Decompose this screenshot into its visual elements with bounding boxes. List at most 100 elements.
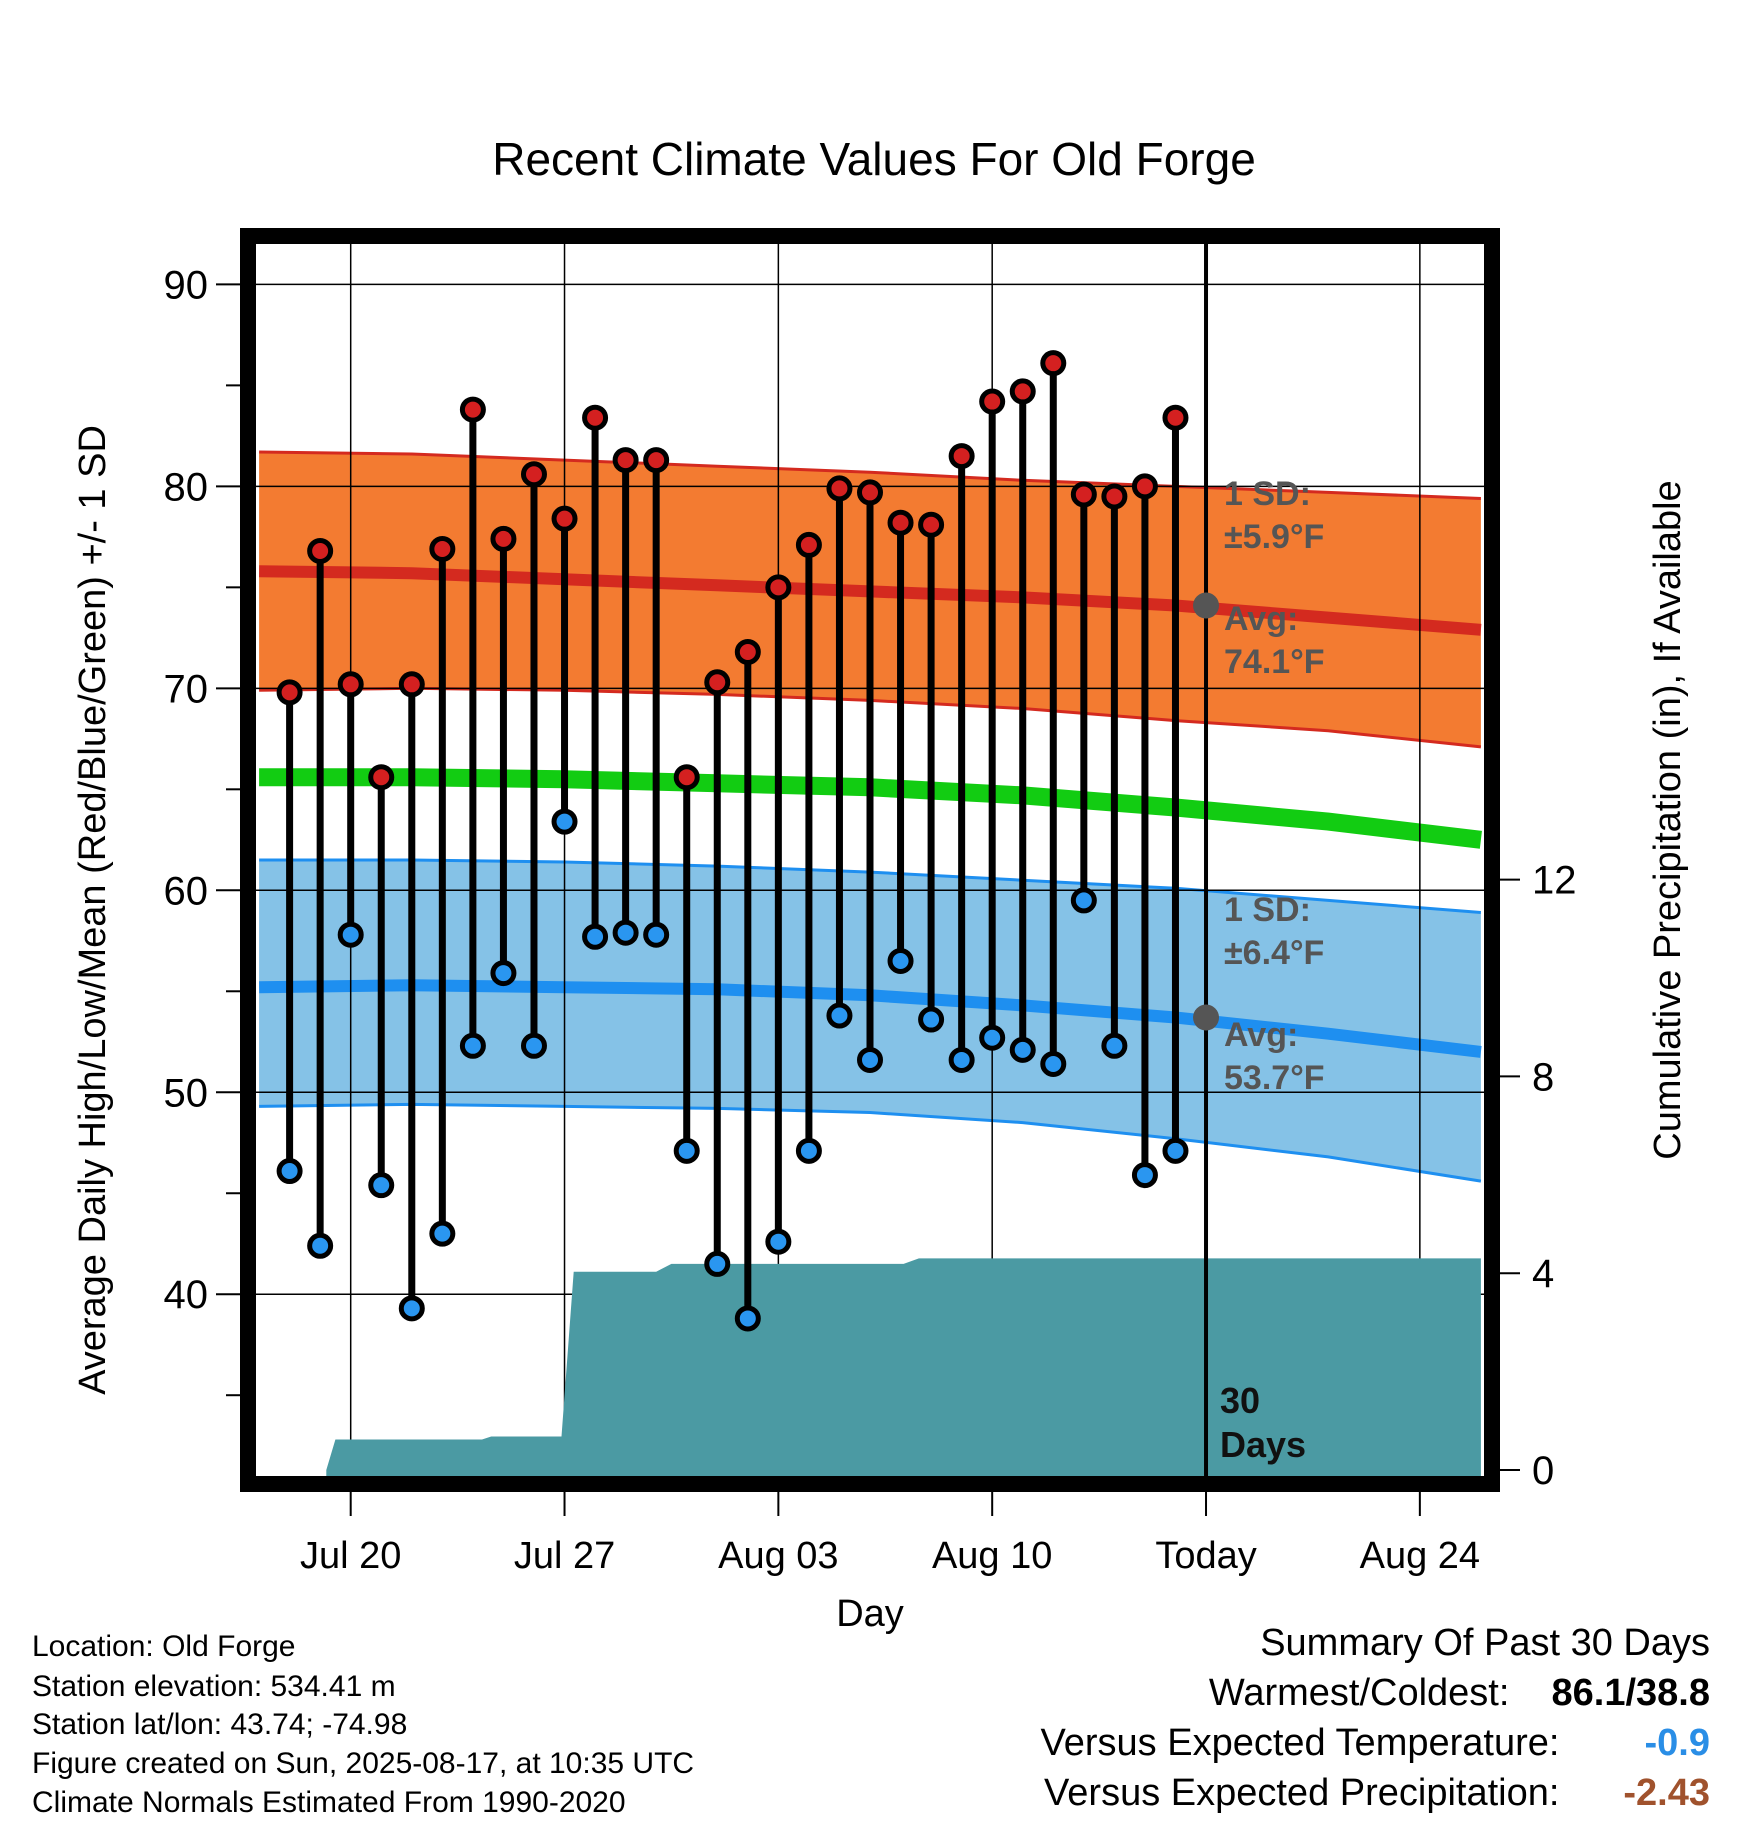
low-point [1101, 1032, 1128, 1059]
low-point [612, 919, 639, 946]
high-point [857, 479, 883, 506]
low-point [398, 1295, 425, 1322]
summary-heading: Summary Of Past 30 Days [1260, 1622, 1710, 1664]
high-avg-today-marker [1193, 592, 1220, 619]
y-tick-label: 70 [164, 667, 209, 711]
x-tick-label: Today [1155, 1535, 1256, 1577]
low-point [582, 923, 609, 950]
low-point [643, 921, 670, 948]
y2-tick-label: 0 [1532, 1449, 1554, 1493]
warmest-coldest-label: Warmest/Coldest: [1208, 1672, 1510, 1714]
high-point [582, 404, 609, 431]
low-point [1070, 887, 1097, 914]
warmest-coldest-value: 86.1/38.8 [1551, 1672, 1710, 1714]
low-point [1162, 1137, 1189, 1164]
high-point [307, 537, 334, 564]
chart-title: Recent Climate Values For Old Forge [492, 133, 1256, 185]
low-avg-today-marker [1193, 1004, 1220, 1031]
low-point [887, 947, 914, 974]
info-created: Figure created on Sun, 2025-08-17, at 10… [32, 1747, 695, 1780]
high-point [551, 505, 578, 532]
high-point [765, 574, 792, 601]
low-point [918, 1006, 945, 1033]
low-point [307, 1232, 334, 1259]
high-point [612, 447, 639, 474]
high-point [795, 531, 822, 558]
info-normals: Climate Normals Estimated From 1990-2020 [32, 1786, 626, 1819]
low-point [857, 1046, 883, 1073]
low-point [459, 1032, 486, 1059]
days-label-1: 30 [1220, 1380, 1260, 1421]
info-location: Location: Old Forge [32, 1630, 296, 1663]
high-point [1101, 483, 1128, 510]
y-tick-label: 90 [164, 263, 209, 307]
y2-tick-label: 4 [1532, 1252, 1554, 1296]
axis-labels: 40 50 60 70 80 90 0 4 8 12 Jul 20 Jul 27 Aug 03 Aug 1… [72, 263, 1689, 1635]
low-point [1131, 1162, 1158, 1189]
summary-warmest-coldest: Warmest/Coldest: 86.1/38.8 [1209, 1672, 1710, 1715]
high-point [979, 388, 1006, 415]
high-point [520, 461, 547, 488]
high-point [643, 447, 670, 474]
low-lower-line [259, 1102, 1482, 1183]
low-point [520, 1032, 547, 1059]
high-point [1131, 473, 1158, 500]
y-tick-label: 50 [164, 1071, 209, 1115]
precip-area [326, 1258, 1481, 1476]
low-avg-label: Avg: [1224, 1016, 1298, 1054]
low-point [948, 1046, 975, 1073]
y-tick-label: 60 [164, 869, 209, 913]
high-point [887, 509, 914, 536]
high-point [1070, 481, 1097, 508]
x-axis-label: Day [836, 1593, 904, 1635]
info-latlon: Station lat/lon: 43.74; -74.98 [32, 1708, 408, 1741]
plot-frame [240, 228, 1500, 1492]
high-upper-line [259, 450, 1481, 500]
plot-border [240, 228, 1500, 1492]
y-tick-label: 80 [164, 465, 209, 509]
low-point [826, 1002, 853, 1029]
low-point [704, 1250, 731, 1277]
high-sd-value: ±5.9°F [1224, 518, 1324, 556]
high-point [337, 671, 364, 698]
low-point [1009, 1036, 1036, 1063]
low-point [1040, 1050, 1067, 1077]
high-point [734, 638, 761, 665]
low-point [765, 1228, 792, 1255]
precip-series [326, 1258, 1481, 1476]
precip-value: -2.43 [1623, 1772, 1710, 1814]
precip-label: Versus Expected Precipitation: [1044, 1772, 1560, 1814]
low-point [490, 960, 517, 987]
high-point [490, 525, 517, 552]
low-avg-value: 53.7°F [1224, 1059, 1325, 1097]
x-tick-label: Jul 27 [514, 1535, 615, 1577]
low-point [276, 1158, 303, 1185]
annotations: 1 SD: ±5.9°F Avg: 74.1°F 1 SD: ±6.4°F Avg: 53.7… [1193, 475, 1325, 1465]
high-point [429, 535, 456, 562]
daily-ranges [276, 350, 1189, 1332]
low-point [429, 1220, 456, 1247]
high-point [918, 511, 945, 538]
low-point [795, 1137, 822, 1164]
x-tick-label: Jul 20 [300, 1535, 401, 1577]
low-point [337, 921, 364, 948]
x-tick-label: Aug 24 [1360, 1535, 1480, 1577]
high-point [673, 764, 700, 791]
high-avg-label: Avg: [1224, 600, 1298, 638]
high-sd-label: 1 SD: [1224, 475, 1311, 513]
high-point [276, 679, 303, 706]
low-sd-label: 1 SD: [1224, 891, 1311, 929]
low-point [734, 1305, 761, 1332]
days-label-2: Days [1220, 1424, 1306, 1465]
high-point [704, 669, 731, 696]
low-point [368, 1172, 395, 1199]
x-tick-label: Aug 10 [932, 1535, 1052, 1577]
low-sd-value: ±6.4°F [1224, 934, 1324, 972]
temp-label: Versus Expected Temperature: [1040, 1722, 1560, 1764]
y2-axis-label: Cumulative Precipitation (in), If Availa… [1647, 480, 1689, 1159]
y-tick-label: 40 [164, 1273, 209, 1317]
low-point [979, 1024, 1006, 1051]
high-point [398, 671, 425, 698]
temp-value: -0.9 [1644, 1722, 1710, 1764]
